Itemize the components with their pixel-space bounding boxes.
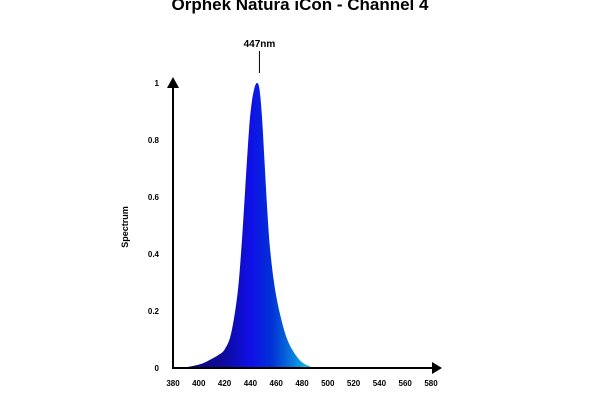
x-tick-label: 480 (295, 379, 309, 388)
x-tick-label: 500 (321, 379, 335, 388)
y-tick-label: 1 (155, 79, 160, 88)
x-tick-label: 420 (218, 379, 232, 388)
y-tick-label: 0 (155, 364, 160, 373)
x-tick-label: 380 (166, 379, 180, 388)
y-tick-label: 0.8 (148, 136, 160, 145)
x-axis-arrow (432, 362, 442, 374)
x-tick-label: 580 (424, 379, 438, 388)
y-tick-label: 0.6 (148, 193, 160, 202)
x-tick-label: 540 (373, 379, 387, 388)
spectrum-area (173, 83, 431, 368)
y-axis-arrow (167, 77, 179, 88)
y-tick-label: 0.2 (148, 307, 160, 316)
x-tick-label: 520 (347, 379, 361, 388)
chart-title: Orphek Natura iCon - Channel 4 (172, 0, 429, 14)
x-tick-label: 560 (399, 379, 413, 388)
y-tick-label: 0.4 (148, 250, 160, 259)
peak-annotation-label: 447nm (244, 39, 276, 50)
y-axis-label: Spectrum (120, 206, 130, 248)
x-tick-label: 400 (192, 379, 206, 388)
x-tick-label: 460 (270, 379, 284, 388)
x-tick-label: 440 (244, 379, 258, 388)
